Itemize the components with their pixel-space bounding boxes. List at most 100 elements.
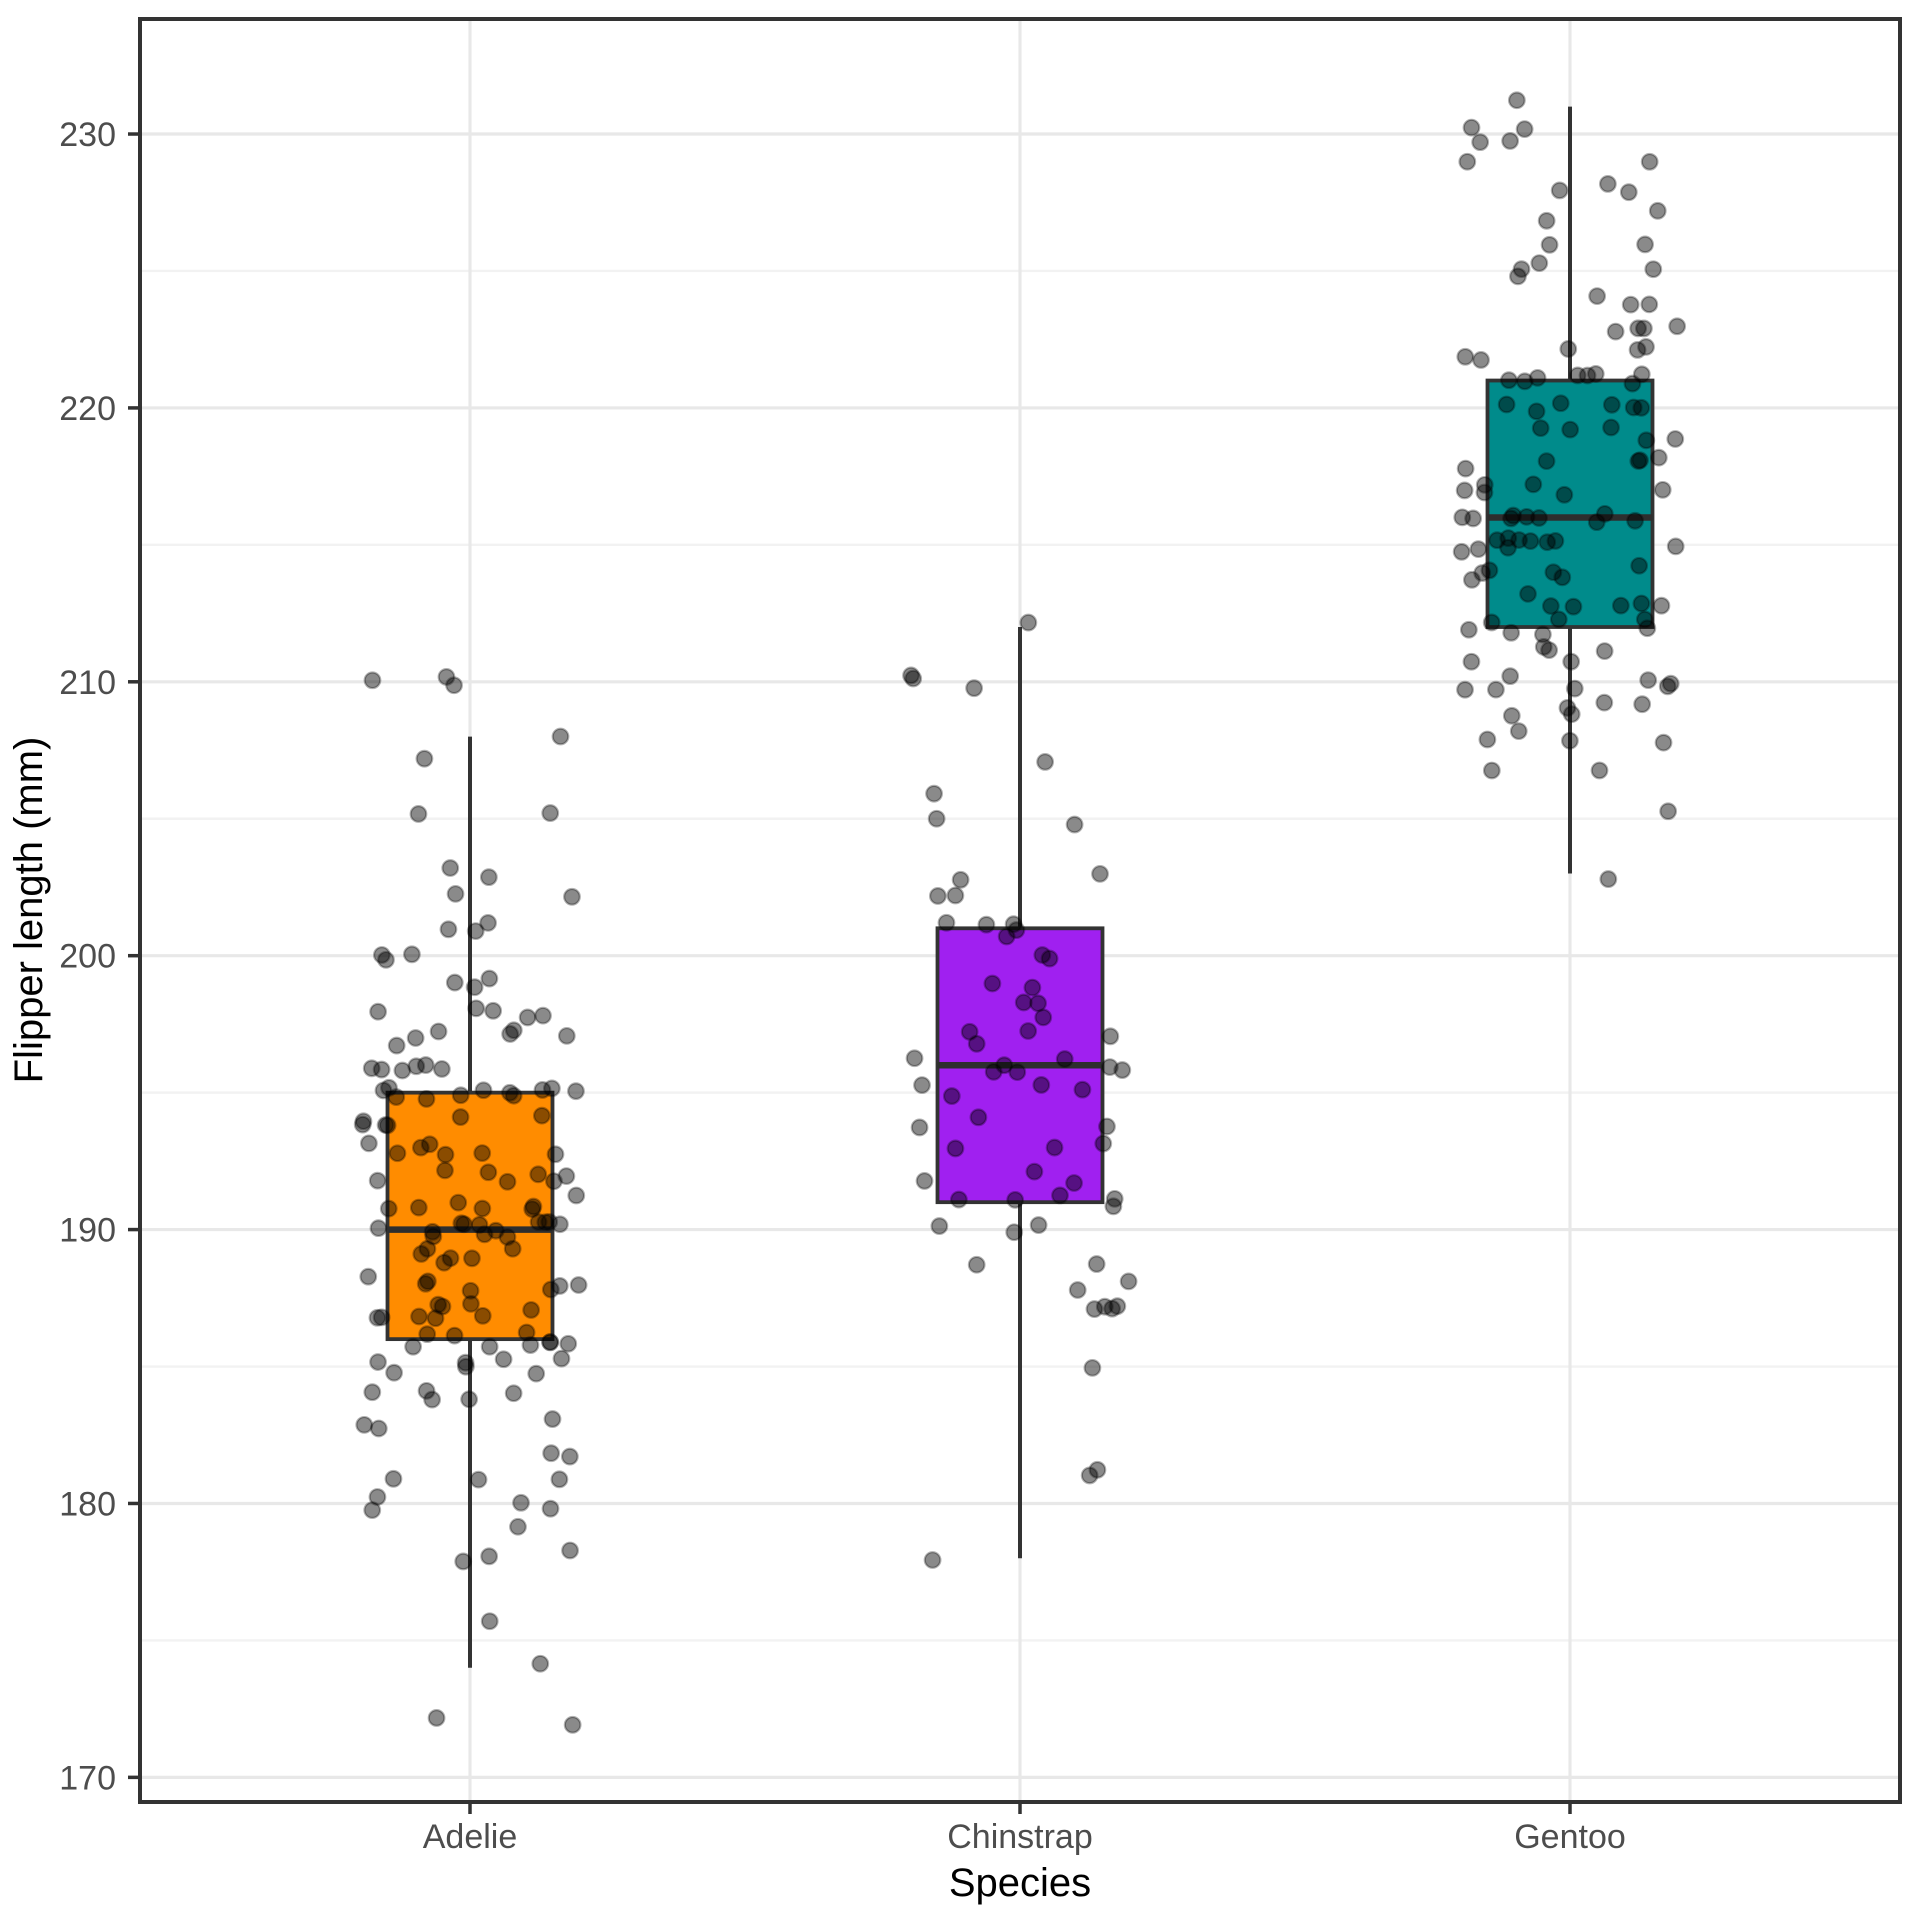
data-point [1005,1223,1024,1242]
data-point [529,1213,548,1231]
data-point [452,1214,471,1233]
box-rect [385,1090,555,1342]
data-point [372,946,391,964]
data-point [369,1002,387,1021]
data-point [1538,533,1557,552]
data-point [412,1245,431,1263]
data-point [967,1255,986,1274]
data-point [445,973,464,992]
data-point [1632,594,1651,613]
data-point [1103,1299,1122,1318]
points-chinstrap [902,613,1138,1569]
data-point [1550,181,1569,200]
data-point [541,1499,560,1518]
data-point [456,1357,475,1376]
data-point [1501,667,1520,686]
data-point [1546,532,1565,550]
data-point [1104,1197,1123,1216]
data-point [1553,568,1572,587]
data-point [1471,133,1490,152]
data-point [409,1198,428,1217]
data-point [1524,475,1543,494]
data-point [543,1079,561,1098]
x-tick-label: Gentoo [1514,1818,1626,1856]
data-point [1006,1190,1025,1209]
data-point [557,1167,576,1186]
data-point [1499,538,1517,557]
data-point [1499,529,1518,547]
data-point [1633,695,1652,714]
data-point [504,1086,523,1105]
boxplots [385,106,1655,1668]
data-point [355,1415,374,1434]
data-point [480,1612,499,1631]
data-point [1623,374,1642,393]
data-point [1632,398,1651,417]
data-point [426,1309,445,1328]
data-point [376,1116,395,1134]
data-point [1095,1297,1114,1316]
data-point [410,1307,428,1326]
data-point [1611,596,1630,615]
y-tick-label: 230 [59,116,116,154]
data-point [374,1081,393,1100]
data-point [983,974,1002,993]
data-point [503,1239,522,1258]
data-point [479,913,497,932]
data-point [1482,761,1501,780]
data-point [1517,507,1536,526]
data-point [1666,537,1685,556]
data-point [557,1026,576,1045]
data-point [1555,485,1574,504]
data-point [418,1272,437,1291]
data-point [469,1470,488,1489]
data-point [543,1410,562,1428]
data-point [1094,1134,1113,1153]
data-point [387,1088,406,1106]
data-point [475,1225,494,1244]
data-point [436,1161,454,1180]
data-point [1540,641,1559,659]
data-point [1564,597,1583,616]
data-point [1497,395,1516,414]
data-point [951,870,970,889]
data-point [1630,556,1649,575]
data-point [368,1171,387,1190]
jitter-points [353,91,1687,1734]
data-point [451,1086,470,1105]
data-point [902,666,920,685]
data-point [960,1022,979,1041]
data-point [969,1108,988,1127]
data-point [385,1363,403,1382]
data-point [1068,1281,1087,1299]
data-point [1499,371,1518,390]
data-point [446,884,465,903]
data-point [1540,235,1559,254]
data-point [1531,419,1550,438]
data-point [1019,613,1038,632]
data-point [406,1029,425,1047]
data-point [1453,508,1472,527]
data-point [429,1022,448,1041]
data-point [1629,452,1648,470]
data-point [1537,211,1556,230]
data-point [1482,613,1501,632]
data-point [1632,365,1651,384]
data-point [1515,372,1534,391]
data-point [550,1277,569,1295]
data-point [470,1215,489,1234]
data-point [1478,730,1497,749]
data-point [541,1333,560,1352]
data-point [1007,921,1026,939]
data-point [1080,1466,1099,1485]
data-point [1473,564,1492,582]
data-point [1040,949,1059,968]
data-point [480,969,499,988]
data-point [1636,235,1654,254]
x-axis-title: Species [949,1861,1091,1905]
data-point [527,1364,546,1383]
data-point [362,1059,381,1078]
data-point [1008,1063,1027,1082]
data-point [1504,506,1523,525]
data-point [984,1062,1003,1081]
